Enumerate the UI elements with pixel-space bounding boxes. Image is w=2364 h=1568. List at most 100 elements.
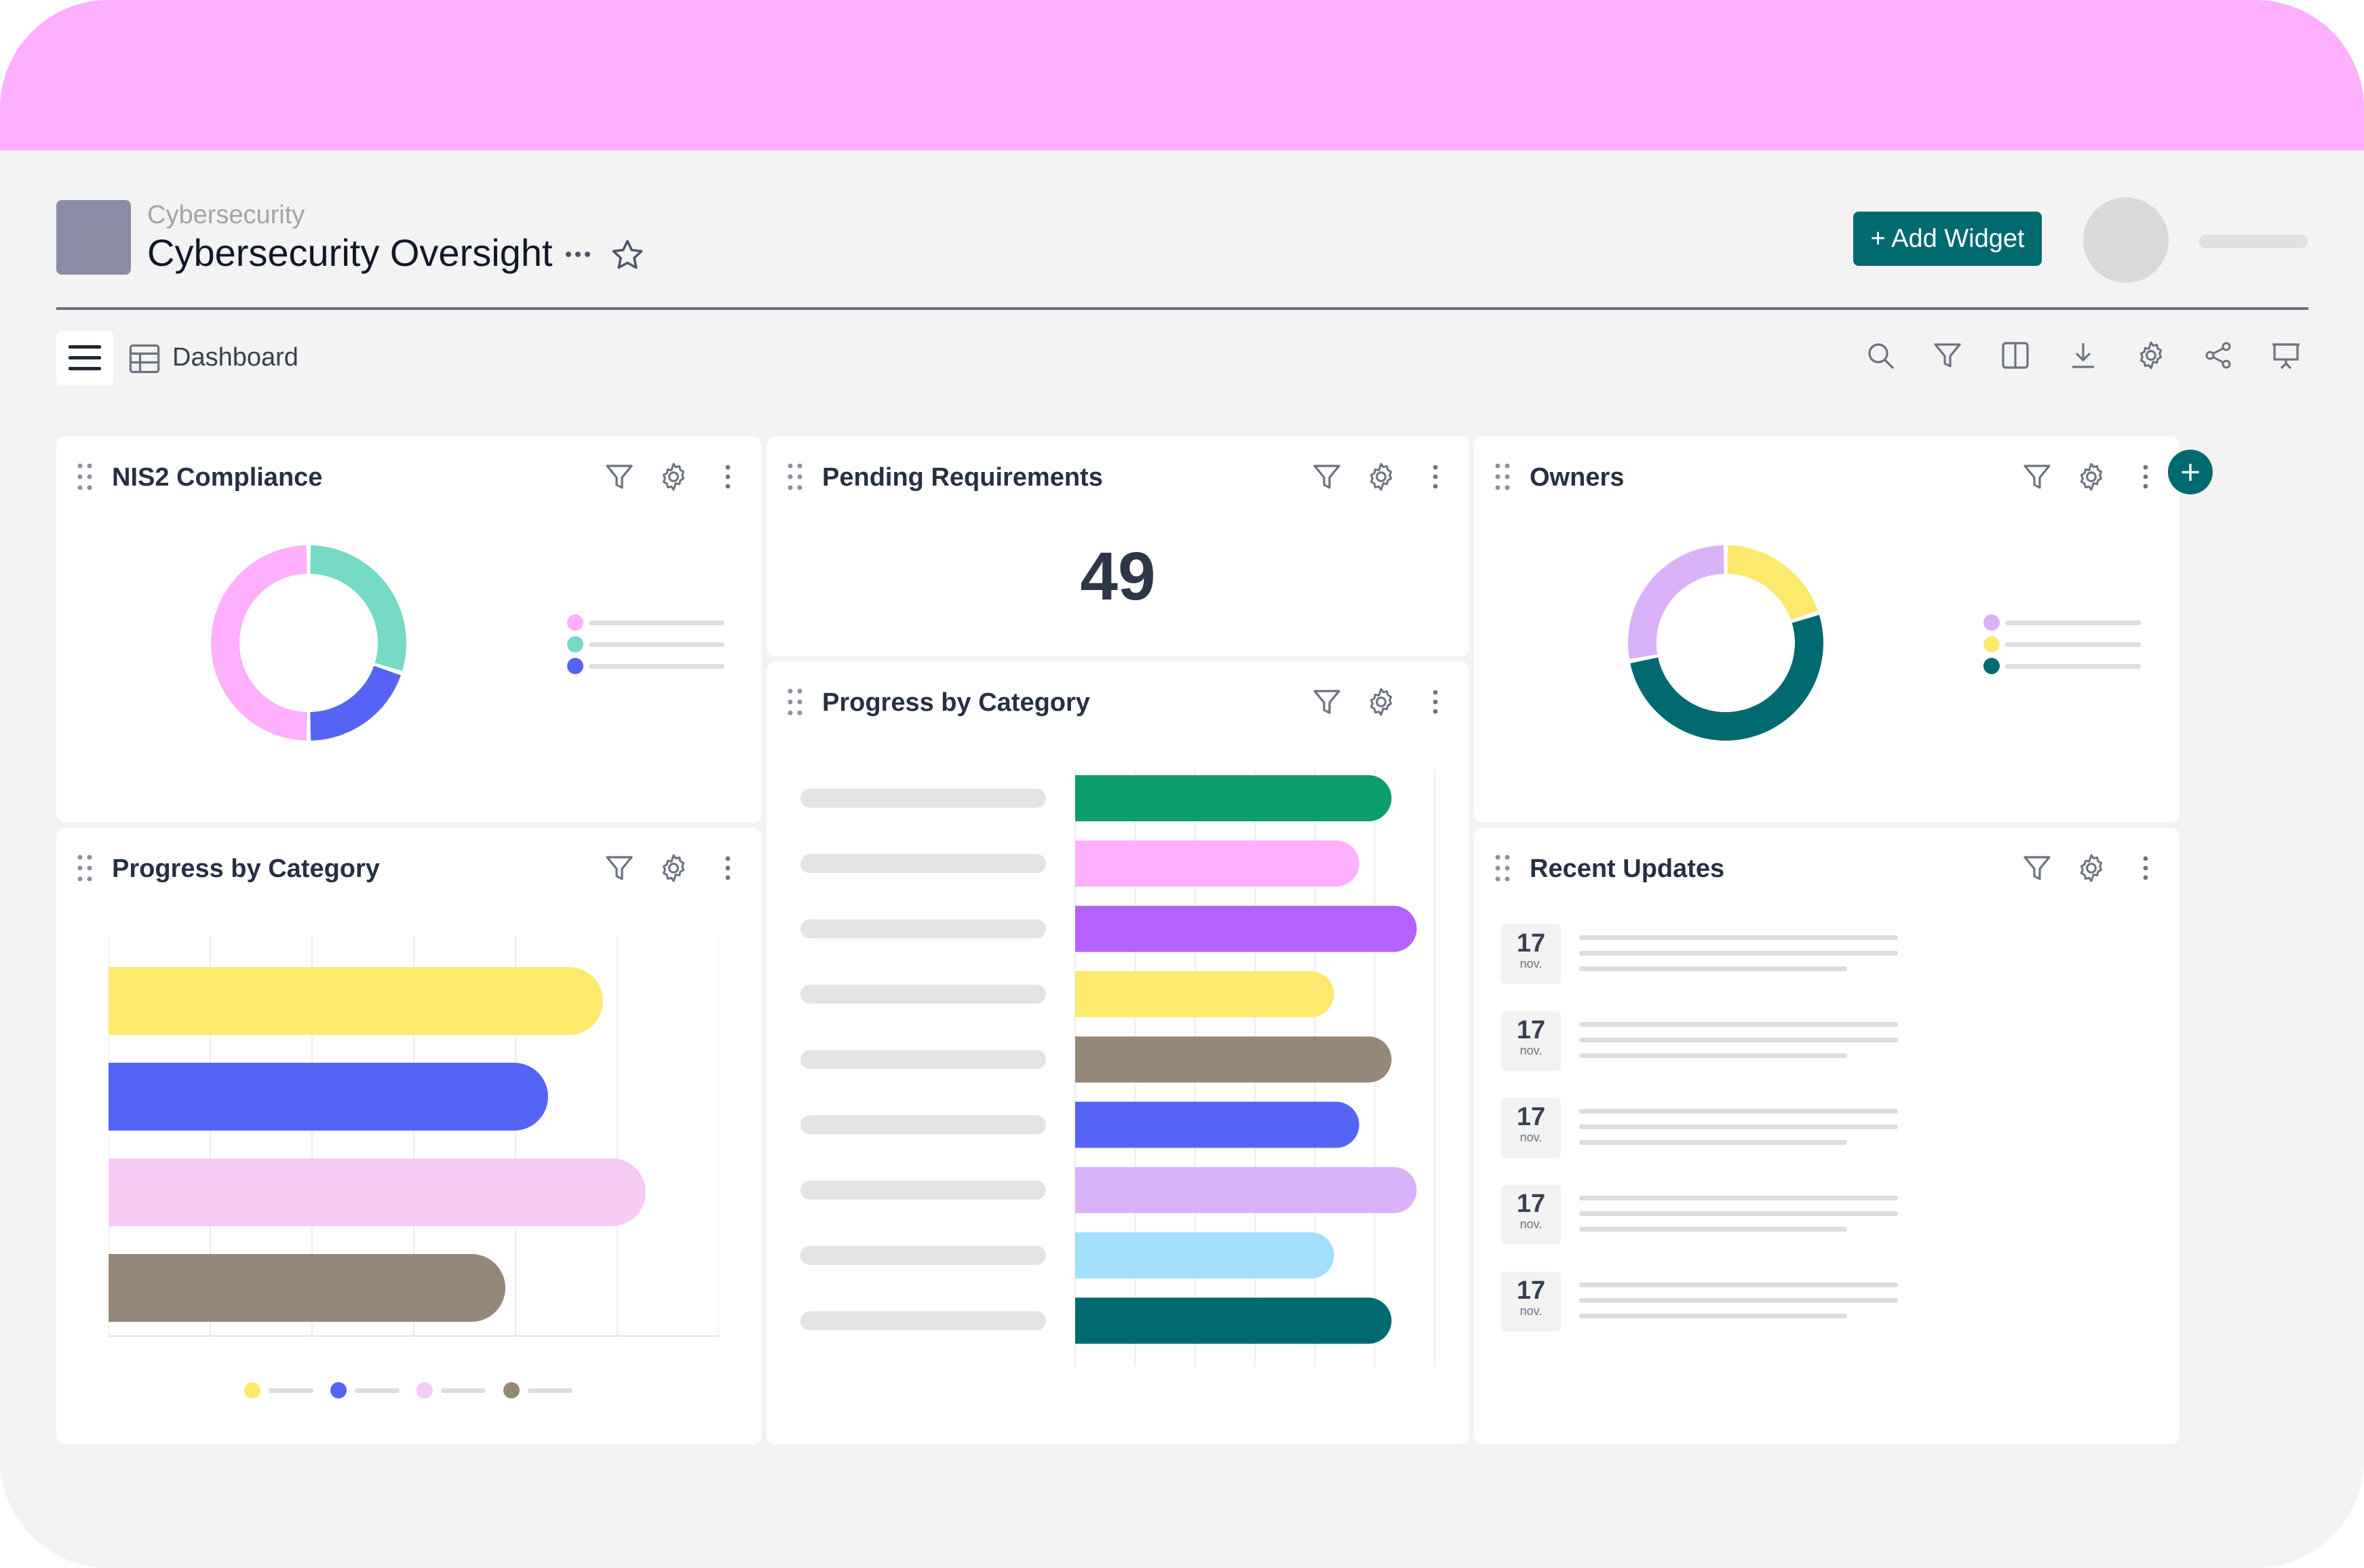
bar[interactable] <box>1075 840 1359 887</box>
filter-icon[interactable] <box>602 850 637 886</box>
presentation-icon[interactable] <box>2267 336 2305 374</box>
table-icon <box>127 341 162 376</box>
update-date-badge: 17 nov. <box>1501 1272 1561 1331</box>
drag-handle-icon[interactable] <box>77 853 93 883</box>
legend-dot <box>1983 658 2000 674</box>
kebab-menu-icon[interactable] <box>1418 684 1453 720</box>
kebab-menu-icon[interactable] <box>710 459 745 494</box>
donut-slice[interactable] <box>310 545 406 671</box>
bar[interactable] <box>109 967 603 1035</box>
settings-icon[interactable] <box>1363 684 1399 720</box>
widget-progress-by-category: Progress by Category <box>767 661 1469 1445</box>
avatar[interactable] <box>2083 197 2169 283</box>
kebab-menu-icon[interactable] <box>710 850 745 886</box>
hamburger-icon <box>69 345 101 370</box>
filter-icon[interactable] <box>1309 459 1344 494</box>
bar[interactable] <box>1075 775 1392 821</box>
bar[interactable] <box>1075 1232 1334 1279</box>
settings-icon[interactable] <box>2074 459 2109 494</box>
category-label-placeholder <box>800 1180 1046 1200</box>
search-icon[interactable] <box>1861 336 1899 374</box>
widget-title: Owners <box>1530 463 1625 492</box>
bar[interactable] <box>1075 971 1334 1017</box>
settings-icon[interactable] <box>1363 459 1399 494</box>
settings-icon[interactable] <box>2132 336 2170 374</box>
view-label[interactable]: Dashboard <box>172 343 298 372</box>
star-icon[interactable] <box>609 237 646 273</box>
bar[interactable] <box>1075 1036 1392 1083</box>
settings-icon[interactable] <box>656 459 691 494</box>
app-logo <box>56 200 131 275</box>
donut-slice[interactable] <box>1727 545 1818 621</box>
update-text-placeholder <box>1579 1124 1898 1129</box>
update-text-placeholder <box>1579 1038 1898 1042</box>
update-text-placeholder <box>1579 1211 1898 1216</box>
category-label-placeholder <box>800 919 1046 939</box>
bar[interactable] <box>1075 905 1417 952</box>
drag-handle-icon[interactable] <box>1494 462 1511 492</box>
add-widget-button[interactable]: + Add Widget <box>1853 212 2042 266</box>
filter-icon[interactable] <box>2019 850 2055 886</box>
add-widget-fab[interactable]: + <box>2168 450 2213 494</box>
drag-handle-icon[interactable] <box>77 462 93 492</box>
bar[interactable] <box>1075 1167 1417 1213</box>
filter-icon[interactable] <box>2019 459 2055 494</box>
update-date-badge: 17 nov. <box>1501 1098 1561 1158</box>
bar[interactable] <box>1075 1297 1392 1344</box>
legend-dot <box>567 658 583 674</box>
update-text-placeholder <box>1579 1314 1847 1318</box>
kebab-menu-icon[interactable] <box>2128 850 2163 886</box>
donut-slice[interactable] <box>1630 614 1823 741</box>
donut-slice[interactable] <box>1628 545 1724 659</box>
bar-chart <box>800 770 1435 1367</box>
settings-icon[interactable] <box>2074 850 2109 886</box>
kpi-value: 49 <box>1080 538 1156 614</box>
update-text-placeholder <box>1579 1109 1898 1114</box>
widget-progress-by-category: Progress by Category <box>56 827 762 1445</box>
legend-label-placeholder <box>2005 664 2141 669</box>
share-icon[interactable] <box>2199 336 2237 374</box>
widget-nis2-compliance: NIS2 Compliance <box>56 436 762 823</box>
category-label-placeholder <box>800 789 1046 808</box>
top-banner <box>0 0 2364 151</box>
kebab-menu-icon[interactable] <box>2128 459 2163 494</box>
drag-handle-icon[interactable] <box>787 687 803 717</box>
bar[interactable] <box>109 1063 548 1131</box>
ellipsis-icon[interactable] <box>562 244 594 264</box>
breadcrumb[interactable]: Cybersecurity <box>147 201 305 229</box>
category-label-placeholder <box>800 854 1046 874</box>
widget-title: Recent Updates <box>1530 855 1725 883</box>
legend-label-placeholder <box>2005 621 2141 625</box>
legend-label-placeholder <box>589 642 724 647</box>
legend-label-placeholder <box>355 1388 400 1393</box>
bar[interactable] <box>1075 1101 1359 1148</box>
update-day: 17 <box>1516 1276 1546 1305</box>
legend-dot <box>567 614 583 631</box>
update-text-placeholder <box>1579 1282 1898 1287</box>
columns-icon[interactable] <box>1996 336 2034 374</box>
filter-icon[interactable] <box>1929 336 1966 374</box>
update-day: 17 <box>1516 1103 1546 1131</box>
bar[interactable] <box>109 1158 646 1226</box>
update-text-placeholder <box>1579 1053 1847 1058</box>
widget-pending-requirements: Pending Requirements 49 <box>767 436 1469 656</box>
legend-label-placeholder <box>441 1388 486 1393</box>
legend-label-placeholder <box>528 1388 573 1393</box>
settings-icon[interactable] <box>656 850 691 886</box>
update-text-placeholder <box>1579 935 1898 940</box>
menu-button[interactable] <box>56 331 113 385</box>
update-month: nov. <box>1519 1044 1543 1057</box>
filter-icon[interactable] <box>602 459 637 494</box>
update-date-badge: 17 nov. <box>1501 1011 1561 1071</box>
donut-slice[interactable] <box>211 545 307 741</box>
drag-handle-icon[interactable] <box>787 462 803 492</box>
filter-icon[interactable] <box>1309 684 1344 720</box>
update-text-placeholder <box>1579 1022 1898 1027</box>
user-name-placeholder <box>2199 235 2308 248</box>
kebab-menu-icon[interactable] <box>1418 459 1453 494</box>
bar[interactable] <box>109 1254 505 1322</box>
download-icon[interactable] <box>2064 336 2102 374</box>
drag-handle-icon[interactable] <box>1494 853 1511 883</box>
donut-slice[interactable] <box>310 665 401 741</box>
